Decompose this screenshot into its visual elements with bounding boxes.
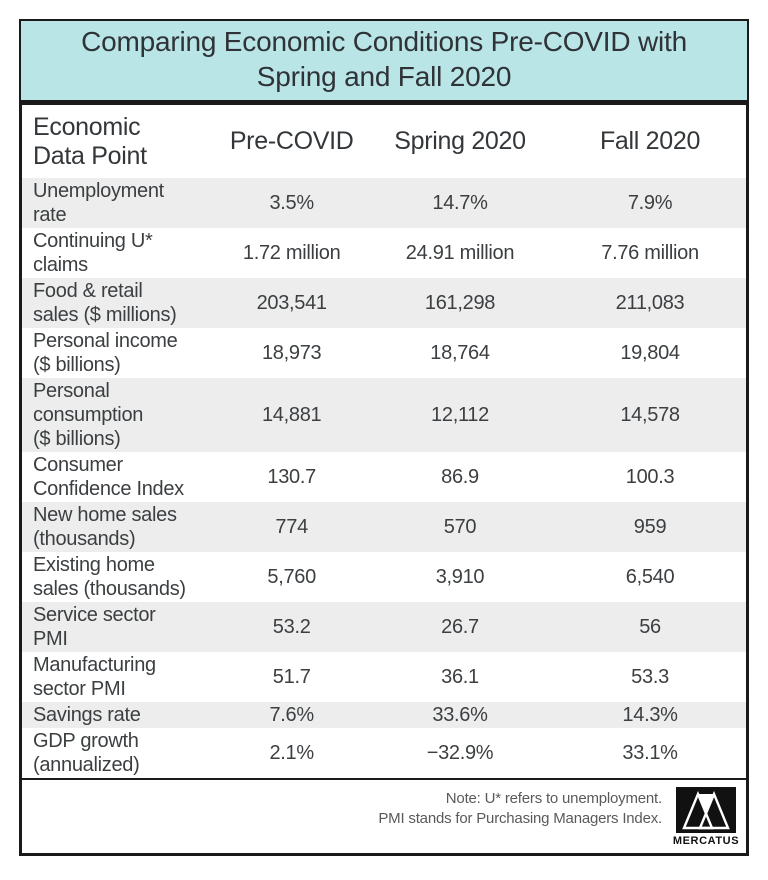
row-label: GDP growth (annualized) <box>33 729 140 776</box>
cell-spring-2020: 36.1 <box>441 665 479 688</box>
cell-spring-2020: 3,910 <box>435 565 485 588</box>
economic-data-table: Economic Data Point Pre-COVID Spring 202… <box>19 101 749 856</box>
table-row-existing-home-sales: Existing home sales (thousands) 5,760 3,… <box>22 552 746 602</box>
footnote-line-2: PMI stands for Purchasing Managers Index… <box>378 810 662 828</box>
table-row-manufacturing-sector-pmi: Manufacturing sector PMI 51.7 36.1 53.3 <box>22 652 746 702</box>
cell-pre-covid: 203,541 <box>256 291 328 314</box>
table-row-personal-income: Personal income ($ billions) 18,973 18,7… <box>22 328 746 378</box>
mercatus-logo-icon <box>676 786 736 833</box>
cell-spring-2020: 33.6% <box>432 703 488 726</box>
table-header-row: Economic Data Point Pre-COVID Spring 202… <box>22 105 746 178</box>
column-header-fall-2020: Fall 2020 <box>599 127 701 156</box>
row-label: Service sector PMI <box>33 603 156 650</box>
cell-pre-covid: 774 <box>275 515 308 538</box>
cell-pre-covid: 1.72 million <box>242 241 341 264</box>
cell-fall-2020: 56 <box>639 615 661 638</box>
cell-spring-2020: 86.9 <box>441 465 479 488</box>
cell-pre-covid: 53.2 <box>272 615 311 638</box>
page-title: Comparing Economic Conditions Pre-COVID … <box>19 19 749 102</box>
cell-fall-2020: 14.3% <box>622 703 678 726</box>
row-label: Consumer Confidence Index <box>33 453 184 500</box>
table-row-continuing-claims: Continuing U* claims 1.72 million 24.91 … <box>22 228 746 278</box>
row-label: Personal income ($ billions) <box>33 329 178 376</box>
cell-pre-covid: 2.1% <box>269 741 314 764</box>
table-footer: Note: U* refers to unemployment. PMI sta… <box>22 777 746 853</box>
row-label: Savings rate <box>33 703 141 726</box>
cell-fall-2020: 14,578 <box>620 403 680 426</box>
cell-spring-2020: 161,298 <box>424 291 496 314</box>
cell-fall-2020: 7.9% <box>627 191 673 214</box>
cell-spring-2020: 12,112 <box>431 403 489 426</box>
cell-spring-2020: 18,764 <box>430 341 490 364</box>
cell-pre-covid: 14,881 <box>261 403 322 426</box>
cell-spring-2020: 570 <box>443 515 477 538</box>
column-header-economic-data-point: Economic Data Point <box>33 112 147 170</box>
row-label: Food & retail sales ($ millions) <box>33 279 177 326</box>
row-label: New home sales (thousands) <box>33 503 177 550</box>
cell-pre-covid: 130.7 <box>267 465 316 488</box>
row-label: Manufacturing sector PMI <box>33 653 156 700</box>
cell-fall-2020: 53.3 <box>631 665 669 688</box>
cell-fall-2020: 959 <box>633 515 667 538</box>
cell-pre-covid: 5,760 <box>267 565 316 588</box>
table-row-consumer-confidence: Consumer Confidence Index 130.7 86.9 100… <box>22 452 746 502</box>
table-row-new-home-sales: New home sales (thousands) 774 570 959 <box>22 501 746 552</box>
cell-pre-covid: 18,973 <box>261 341 322 364</box>
row-label: Continuing U* claims <box>33 229 153 276</box>
cell-pre-covid: 7.6% <box>269 703 314 726</box>
table-row-gdp-growth: GDP growth (annualized) 2.1% −32.9% 33.1… <box>22 728 746 778</box>
cell-fall-2020: 7.76 million <box>601 241 699 264</box>
column-header-spring-2020: Spring 2020 <box>394 127 526 156</box>
table-row-personal-consumption: Personal consumption ($ billions) 14,881… <box>22 377 746 452</box>
table-row-service-sector-pmi: Service sector PMI 53.2 26.7 56 <box>22 601 746 652</box>
cell-fall-2020: 211,083 <box>615 291 685 314</box>
cell-spring-2020: −32.9% <box>426 741 494 764</box>
mercatus-logo-text: MERCATUS <box>672 834 740 847</box>
cell-pre-covid: 3.5% <box>269 191 314 214</box>
mercatus-logo: MERCATUS <box>672 786 740 847</box>
table-row-unemployment-rate: Unemployment rate 3.5% 14.7% 7.9% <box>22 177 746 228</box>
row-label: Unemployment rate <box>33 179 164 226</box>
column-header-pre-covid: Pre-COVID <box>229 127 354 156</box>
cell-fall-2020: 33.1% <box>622 741 678 764</box>
table-row-savings-rate: Savings rate 7.6% 33.6% 14.3% <box>22 701 746 728</box>
footnote-line-1: Note: U* refers to unemployment. <box>445 789 662 807</box>
cell-spring-2020: 14.7% <box>432 191 488 214</box>
cell-pre-covid: 51.7 <box>272 665 311 688</box>
cell-spring-2020: 26.7 <box>441 615 479 638</box>
cell-fall-2020: 19,804 <box>620 341 680 364</box>
cell-fall-2020: 100.3 <box>625 465 675 488</box>
cell-fall-2020: 6,540 <box>625 565 675 588</box>
row-label: Personal consumption ($ billions) <box>33 379 144 450</box>
infographic-page: Comparing Economic Conditions Pre-COVID … <box>19 19 749 856</box>
footnote: Note: U* refers to unemployment. PMI sta… <box>378 787 662 830</box>
row-label: Existing home sales (thousands) <box>33 553 186 600</box>
table-row-food-retail-sales: Food & retail sales ($ millions) 203,541… <box>22 277 746 328</box>
cell-spring-2020: 24.91 million <box>405 241 515 264</box>
